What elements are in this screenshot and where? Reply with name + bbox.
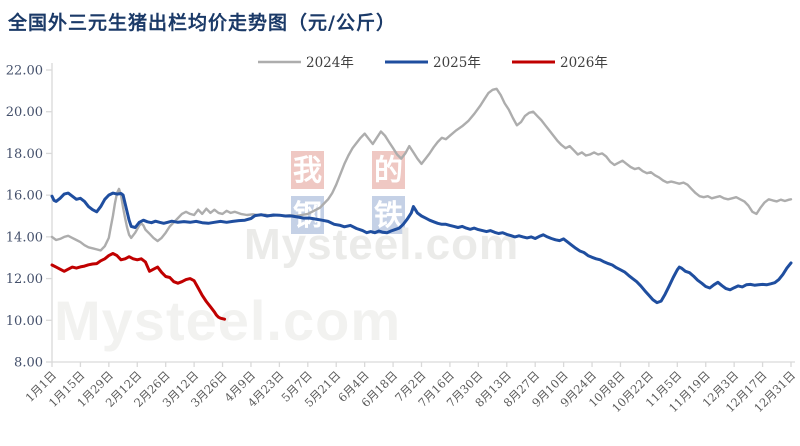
y-axis-label: 14.00 [6,230,43,245]
y-axis-label: 22.00 [6,64,43,79]
legend-label-2026年: 2026年 [560,55,608,71]
y-axis-label: 18.00 [6,147,43,162]
legend-item-2024年: 2024年 [258,55,354,71]
series-line-2025年 [50,191,793,305]
y-axis-label: 12.00 [6,272,43,287]
legend-label-2025年: 2025年 [433,55,481,71]
series-line-2024年 [50,87,793,252]
y-axis-label: 8.00 [14,356,43,371]
y-axis-label: 10.00 [6,314,43,329]
series-line-2026年 [50,252,227,321]
watermark-block-wo: 我 [291,151,324,189]
watermark-block-tie: 铁 [372,196,405,234]
y-axis-label: 20.00 [6,105,43,120]
legend-label-2024年: 2024年 [306,55,354,71]
chart-title: 全国外三元生猪出栏均价走势图（元/公斤） [8,12,396,34]
legend-item-2026年: 2026年 [512,55,608,71]
mysteel-watermark-text-2: Mysteel.com [54,289,402,352]
y-axis-label: 16.00 [6,189,43,204]
legend-item-2025年: 2025年 [385,55,481,71]
